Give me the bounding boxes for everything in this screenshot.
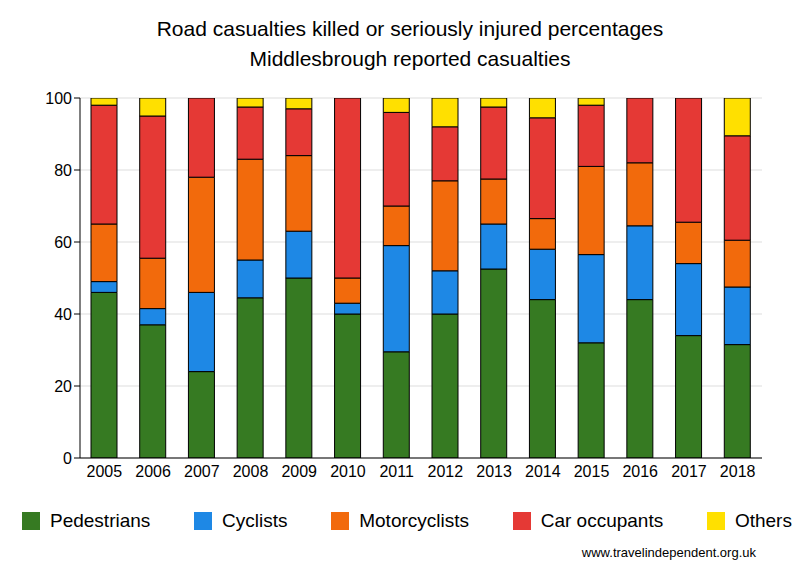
svg-text:2005: 2005 [87, 463, 123, 480]
html-text:Road casualties killed or seri: Road casualties killed or seriously inju… [156, 17, 664, 40]
svg-text:2015: 2015 [574, 463, 610, 480]
svg-text:2011: 2011 [379, 463, 414, 480]
svg-text:60: 60 [54, 234, 72, 251]
svg-text:2013: 2013 [476, 463, 512, 480]
svg-text:2016: 2016 [622, 463, 658, 480]
svg-text:2010: 2010 [330, 463, 366, 480]
svg-text:2012: 2012 [428, 463, 464, 480]
svg-text:2017: 2017 [671, 463, 707, 480]
svg-text:2018: 2018 [720, 463, 756, 480]
svg-text:2009: 2009 [281, 463, 317, 480]
svg-text:0: 0 [63, 450, 72, 467]
html-text:Cyclists: Cyclists [222, 510, 288, 531]
html-text:Others: Others [734, 510, 792, 531]
html-text:Motorcyclists: Motorcyclists [359, 510, 469, 531]
svg-text:40: 40 [54, 306, 72, 323]
svg-text:80: 80 [54, 162, 72, 179]
svg-text:2008: 2008 [233, 463, 269, 480]
html-text:www.travelindependent.org.uk: www.travelindependent.org.uk [581, 545, 756, 560]
svg-text:20: 20 [54, 378, 72, 395]
svg-text:2014: 2014 [525, 463, 561, 480]
svg-text:2006: 2006 [135, 463, 171, 480]
svg-text:100: 100 [45, 90, 72, 107]
html-text:Pedestrians: Pedestrians [50, 510, 151, 531]
svg-text:2007: 2007 [184, 463, 220, 480]
html-text:Car occupants: Car occupants [540, 510, 664, 531]
html-text:Middlesbrough reported casualt: Middlesbrough reported casualties [249, 47, 571, 70]
